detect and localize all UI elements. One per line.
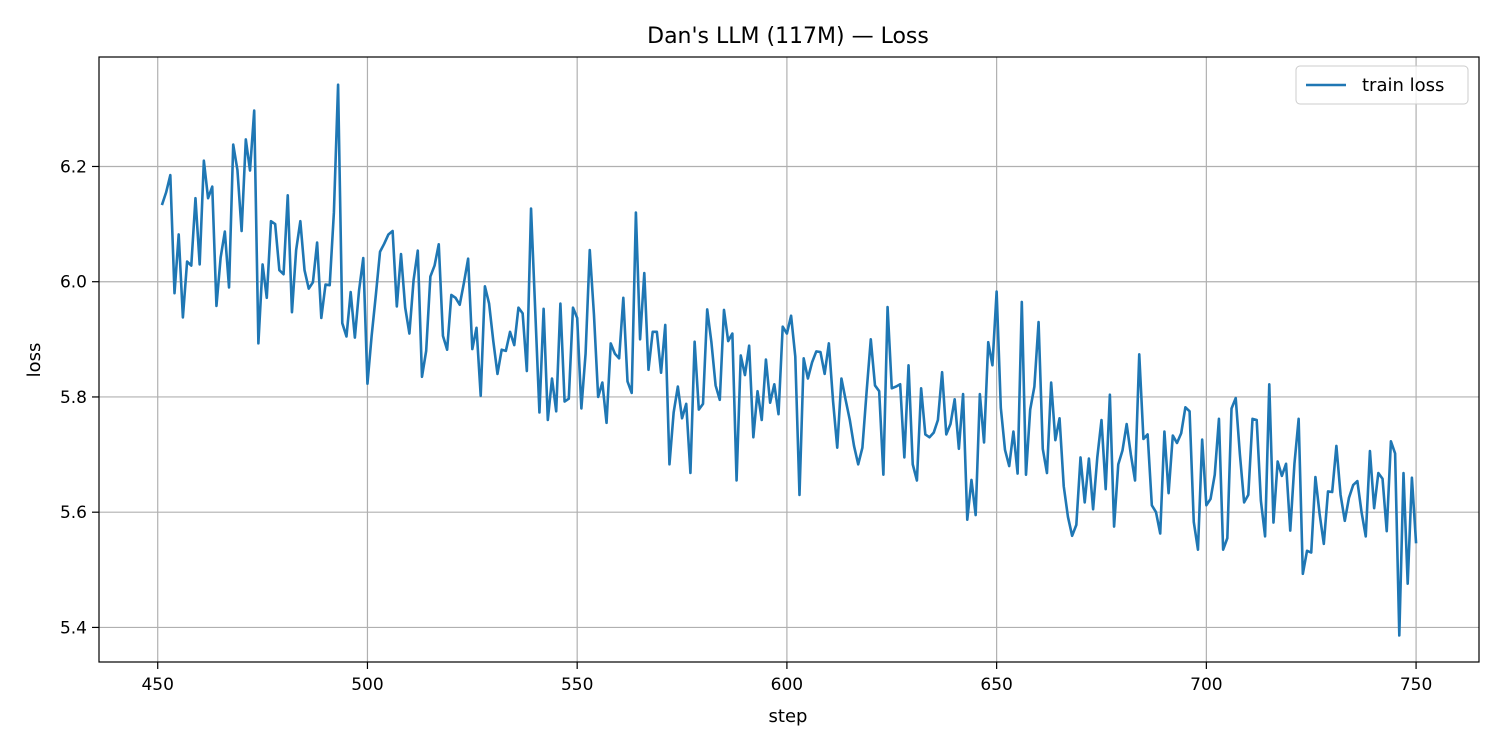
grid-lines xyxy=(99,57,1479,662)
y-tick-label: 5.8 xyxy=(60,388,87,408)
x-tick-label: 500 xyxy=(351,675,383,695)
series-line-train-loss xyxy=(160,83,1418,637)
x-tick-label: 650 xyxy=(980,675,1012,695)
chart-title: Dan's LLM (117M) — Loss xyxy=(647,24,929,49)
legend: train loss xyxy=(1295,65,1469,105)
legend-box xyxy=(1295,65,1469,105)
series-layer xyxy=(160,83,1418,637)
y-tick-label: 5.4 xyxy=(60,618,87,638)
y-tick-label: 6.0 xyxy=(60,273,87,293)
axis-ticks: 450 500 550 600 650 700 750 5.4 5.6 5.8 6.0 6.2 xyxy=(60,157,1432,695)
x-tick-label: 550 xyxy=(561,675,593,695)
x-axis-label: step xyxy=(769,706,808,727)
legend-label-train-loss: train loss xyxy=(1362,75,1444,96)
plot-frame xyxy=(98,56,1480,663)
y-tick-label: 5.6 xyxy=(60,503,87,523)
y-axis-label: loss xyxy=(24,343,45,378)
x-tick-label: 750 xyxy=(1400,675,1432,695)
x-tick-label: 600 xyxy=(771,675,803,695)
x-tick-label: 700 xyxy=(1190,675,1222,695)
y-tick-label: 6.2 xyxy=(60,157,87,177)
x-tick-label: 450 xyxy=(141,675,173,695)
